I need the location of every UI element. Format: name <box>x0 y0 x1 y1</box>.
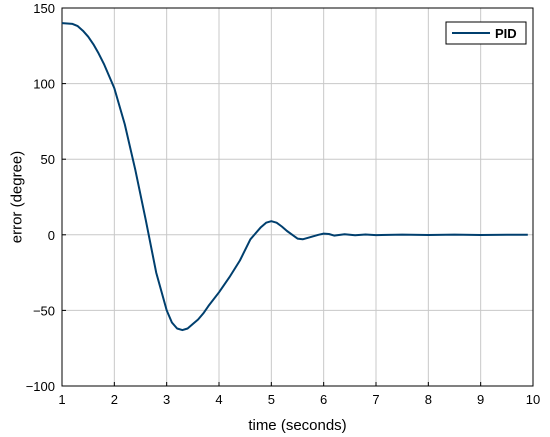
plot-frame <box>61 7 534 387</box>
y-tick-label: 50 <box>41 152 55 167</box>
y-tick-label: −100 <box>26 379 55 394</box>
x-axis-title: time (seconds) <box>248 417 346 434</box>
legend-label-pid: PID <box>495 26 517 41</box>
series-line-pid <box>61 22 528 332</box>
legend: PID <box>445 21 527 45</box>
y-tick-label: 100 <box>33 77 55 92</box>
series-layer <box>61 22 528 332</box>
y-axis-title: error (degree) <box>8 151 25 244</box>
x-tick-labels: 1 2 3 4 5 6 7 8 9 10 <box>58 392 540 407</box>
grid <box>61 7 534 387</box>
x-tick-label: 7 <box>372 392 379 407</box>
axis-ticks <box>61 7 534 387</box>
x-tick-label: 6 <box>320 392 327 407</box>
x-tick-label: 9 <box>477 392 484 407</box>
x-tick-label: 1 <box>58 392 65 407</box>
y-tick-label: 0 <box>48 228 55 243</box>
y-tick-label: −50 <box>33 303 55 318</box>
y-tick-label: 150 <box>33 1 55 16</box>
x-tick-label: 4 <box>215 392 222 407</box>
x-tick-label: 5 <box>268 392 275 407</box>
x-tick-label: 2 <box>111 392 118 407</box>
x-tick-label: 8 <box>425 392 432 407</box>
x-tick-label: 3 <box>163 392 170 407</box>
y-tick-labels: −100 −50 0 50 100 150 <box>26 1 55 394</box>
x-tick-label: 10 <box>526 392 540 407</box>
